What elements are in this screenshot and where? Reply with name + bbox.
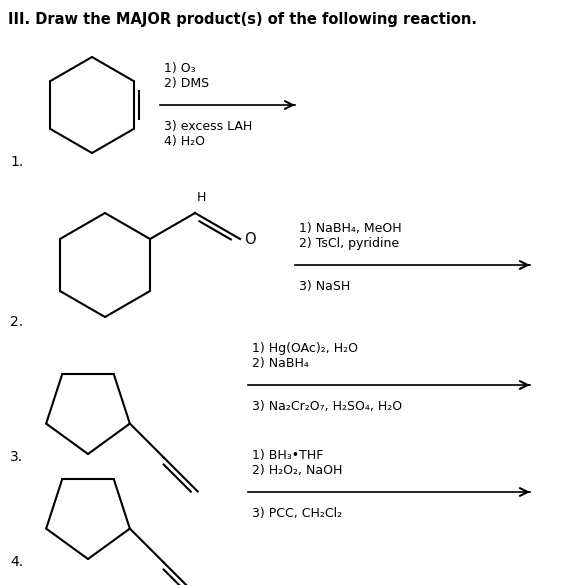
Text: 2) DMS: 2) DMS bbox=[164, 77, 209, 90]
Text: 3) excess LAH: 3) excess LAH bbox=[164, 120, 252, 133]
Text: H: H bbox=[197, 191, 206, 204]
Text: 2.: 2. bbox=[10, 315, 23, 329]
Text: 3) PCC, CH₂Cl₂: 3) PCC, CH₂Cl₂ bbox=[252, 507, 342, 520]
Text: 4) H₂O: 4) H₂O bbox=[164, 135, 205, 148]
Text: 1) BH₃•THF: 1) BH₃•THF bbox=[252, 449, 323, 462]
Text: 1) NaBH₄, MeOH: 1) NaBH₄, MeOH bbox=[299, 222, 402, 235]
Text: 2) TsCl, pyridine: 2) TsCl, pyridine bbox=[299, 237, 399, 250]
Text: 3) Na₂Cr₂O₇, H₂SO₄, H₂O: 3) Na₂Cr₂O₇, H₂SO₄, H₂O bbox=[252, 400, 402, 413]
Text: III. Draw the MAJOR product(s) of the following reaction.: III. Draw the MAJOR product(s) of the fo… bbox=[8, 12, 477, 27]
Text: 1) O₃: 1) O₃ bbox=[164, 62, 196, 75]
Text: O: O bbox=[244, 232, 256, 246]
Text: 3.: 3. bbox=[10, 450, 23, 464]
Text: 2) NaBH₄: 2) NaBH₄ bbox=[252, 357, 309, 370]
Text: 1) Hg(OAc)₂, H₂O: 1) Hg(OAc)₂, H₂O bbox=[252, 342, 358, 355]
Text: 3) NaSH: 3) NaSH bbox=[299, 280, 350, 293]
Text: 1.: 1. bbox=[10, 155, 23, 169]
Text: 4.: 4. bbox=[10, 555, 23, 569]
Text: 2) H₂O₂, NaOH: 2) H₂O₂, NaOH bbox=[252, 464, 342, 477]
